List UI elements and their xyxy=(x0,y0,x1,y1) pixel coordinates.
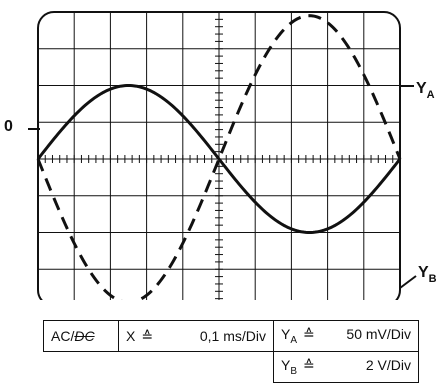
yb-sub: B xyxy=(290,365,298,377)
trace-ya-solid xyxy=(36,83,402,235)
x-label: X xyxy=(126,327,136,344)
empty-cell xyxy=(44,352,119,383)
acdc-cell: AC/DC xyxy=(43,320,119,352)
empty-cell xyxy=(119,352,274,383)
yb-corresponds-symbol: ≙ xyxy=(303,357,315,374)
yb-setting-cell: YB ≙ 2 V/Div xyxy=(273,351,419,383)
x-corresponds-symbol: ≙ xyxy=(141,327,154,344)
channel-ya-sub: A xyxy=(426,89,435,101)
ya-value: 50 mV/Div xyxy=(346,326,411,343)
yb-label: YB xyxy=(281,357,297,377)
zero-level-label: 0 xyxy=(4,118,13,135)
yb-value: 2 V/Div xyxy=(365,357,411,374)
ya-corresponds-symbol: ≙ xyxy=(303,326,315,343)
ya-label: YA xyxy=(281,326,297,346)
settings-row-2: YB ≙ 2 V/Div xyxy=(44,351,419,383)
acdc-prefix: AC/ xyxy=(51,328,75,344)
x-setting-cell: X ≙ 0,1 ms/Div xyxy=(118,320,274,352)
screen-grid xyxy=(37,11,400,300)
channel-yb-letter: Y xyxy=(418,264,429,281)
trace-yb-dashed xyxy=(36,14,402,300)
ya-setting-cell: YA ≙ 50 mV/Div xyxy=(273,320,419,352)
oscilloscope-screen xyxy=(28,11,417,300)
ya-letter: Y xyxy=(281,326,291,343)
channel-ya-label: YA xyxy=(416,81,435,101)
ya-sub: A xyxy=(290,334,298,346)
channel-yb-label: YB xyxy=(418,265,437,285)
dc-struck: DC xyxy=(74,328,95,344)
settings-table: AC/DC X ≙ 0,1 ms/Div YA ≙ 50 mV/Div YB ≙ 2 V/D… xyxy=(43,320,419,383)
x-value: 0,1 ms/Div xyxy=(199,327,266,344)
channel-ya-letter: Y xyxy=(416,80,427,97)
yb-letter: Y xyxy=(281,357,291,374)
yb-pointer xyxy=(399,275,417,289)
settings-row-1: AC/DC X ≙ 0,1 ms/Div YA ≙ 50 mV/Div xyxy=(43,320,419,352)
channel-yb-sub: B xyxy=(428,273,437,285)
